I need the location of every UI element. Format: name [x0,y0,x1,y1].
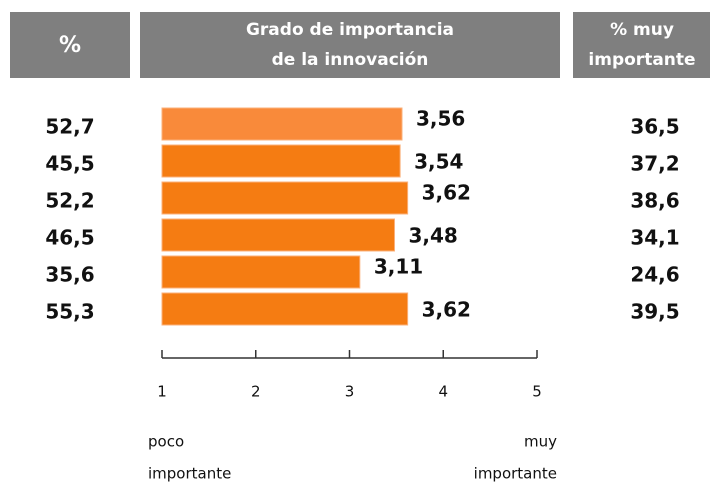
value-label: 3,54 [414,150,463,174]
bar [161,181,409,215]
header-left: % [59,33,81,58]
value-label: 3,62 [422,298,471,322]
bar [161,292,409,326]
x-tick-label: 5 [532,383,542,401]
right-value: 34,1 [630,226,679,250]
header-box [140,12,560,78]
x-tick-label: 2 [251,383,261,401]
x-axis-label: importante [474,465,557,483]
right-value: 39,5 [630,300,679,324]
value-label: 3,48 [409,224,458,248]
x-axis-label: poco [148,433,184,451]
x-tick-label: 3 [345,383,355,401]
bar [161,144,401,178]
left-value: 45,5 [45,152,94,176]
x-axis-label: importante [148,465,231,483]
x-tick-label: 4 [438,383,448,401]
bar [161,218,395,252]
value-label: 3,56 [416,107,465,131]
value-label: 3,62 [422,181,471,205]
right-value: 36,5 [630,115,679,139]
header-right: importante [588,50,695,70]
header-center: de la innovación [272,50,429,70]
right-value: 24,6 [630,263,679,287]
left-value: 35,6 [45,263,94,287]
right-value: 38,6 [630,189,679,213]
right-value: 37,2 [630,152,679,176]
header-box [573,12,710,78]
header-right: % muy [610,20,674,40]
value-label: 3,11 [374,255,423,279]
x-axis-label: muy [524,433,557,451]
left-value: 55,3 [45,300,94,324]
x-tick-label: 1 [157,383,167,401]
left-value: 46,5 [45,226,94,250]
left-value: 52,7 [45,115,94,139]
bar [161,255,361,289]
header-center: Grado de importancia [246,20,454,40]
bar [161,107,403,141]
left-value: 52,2 [45,189,94,213]
header-box [10,12,130,78]
